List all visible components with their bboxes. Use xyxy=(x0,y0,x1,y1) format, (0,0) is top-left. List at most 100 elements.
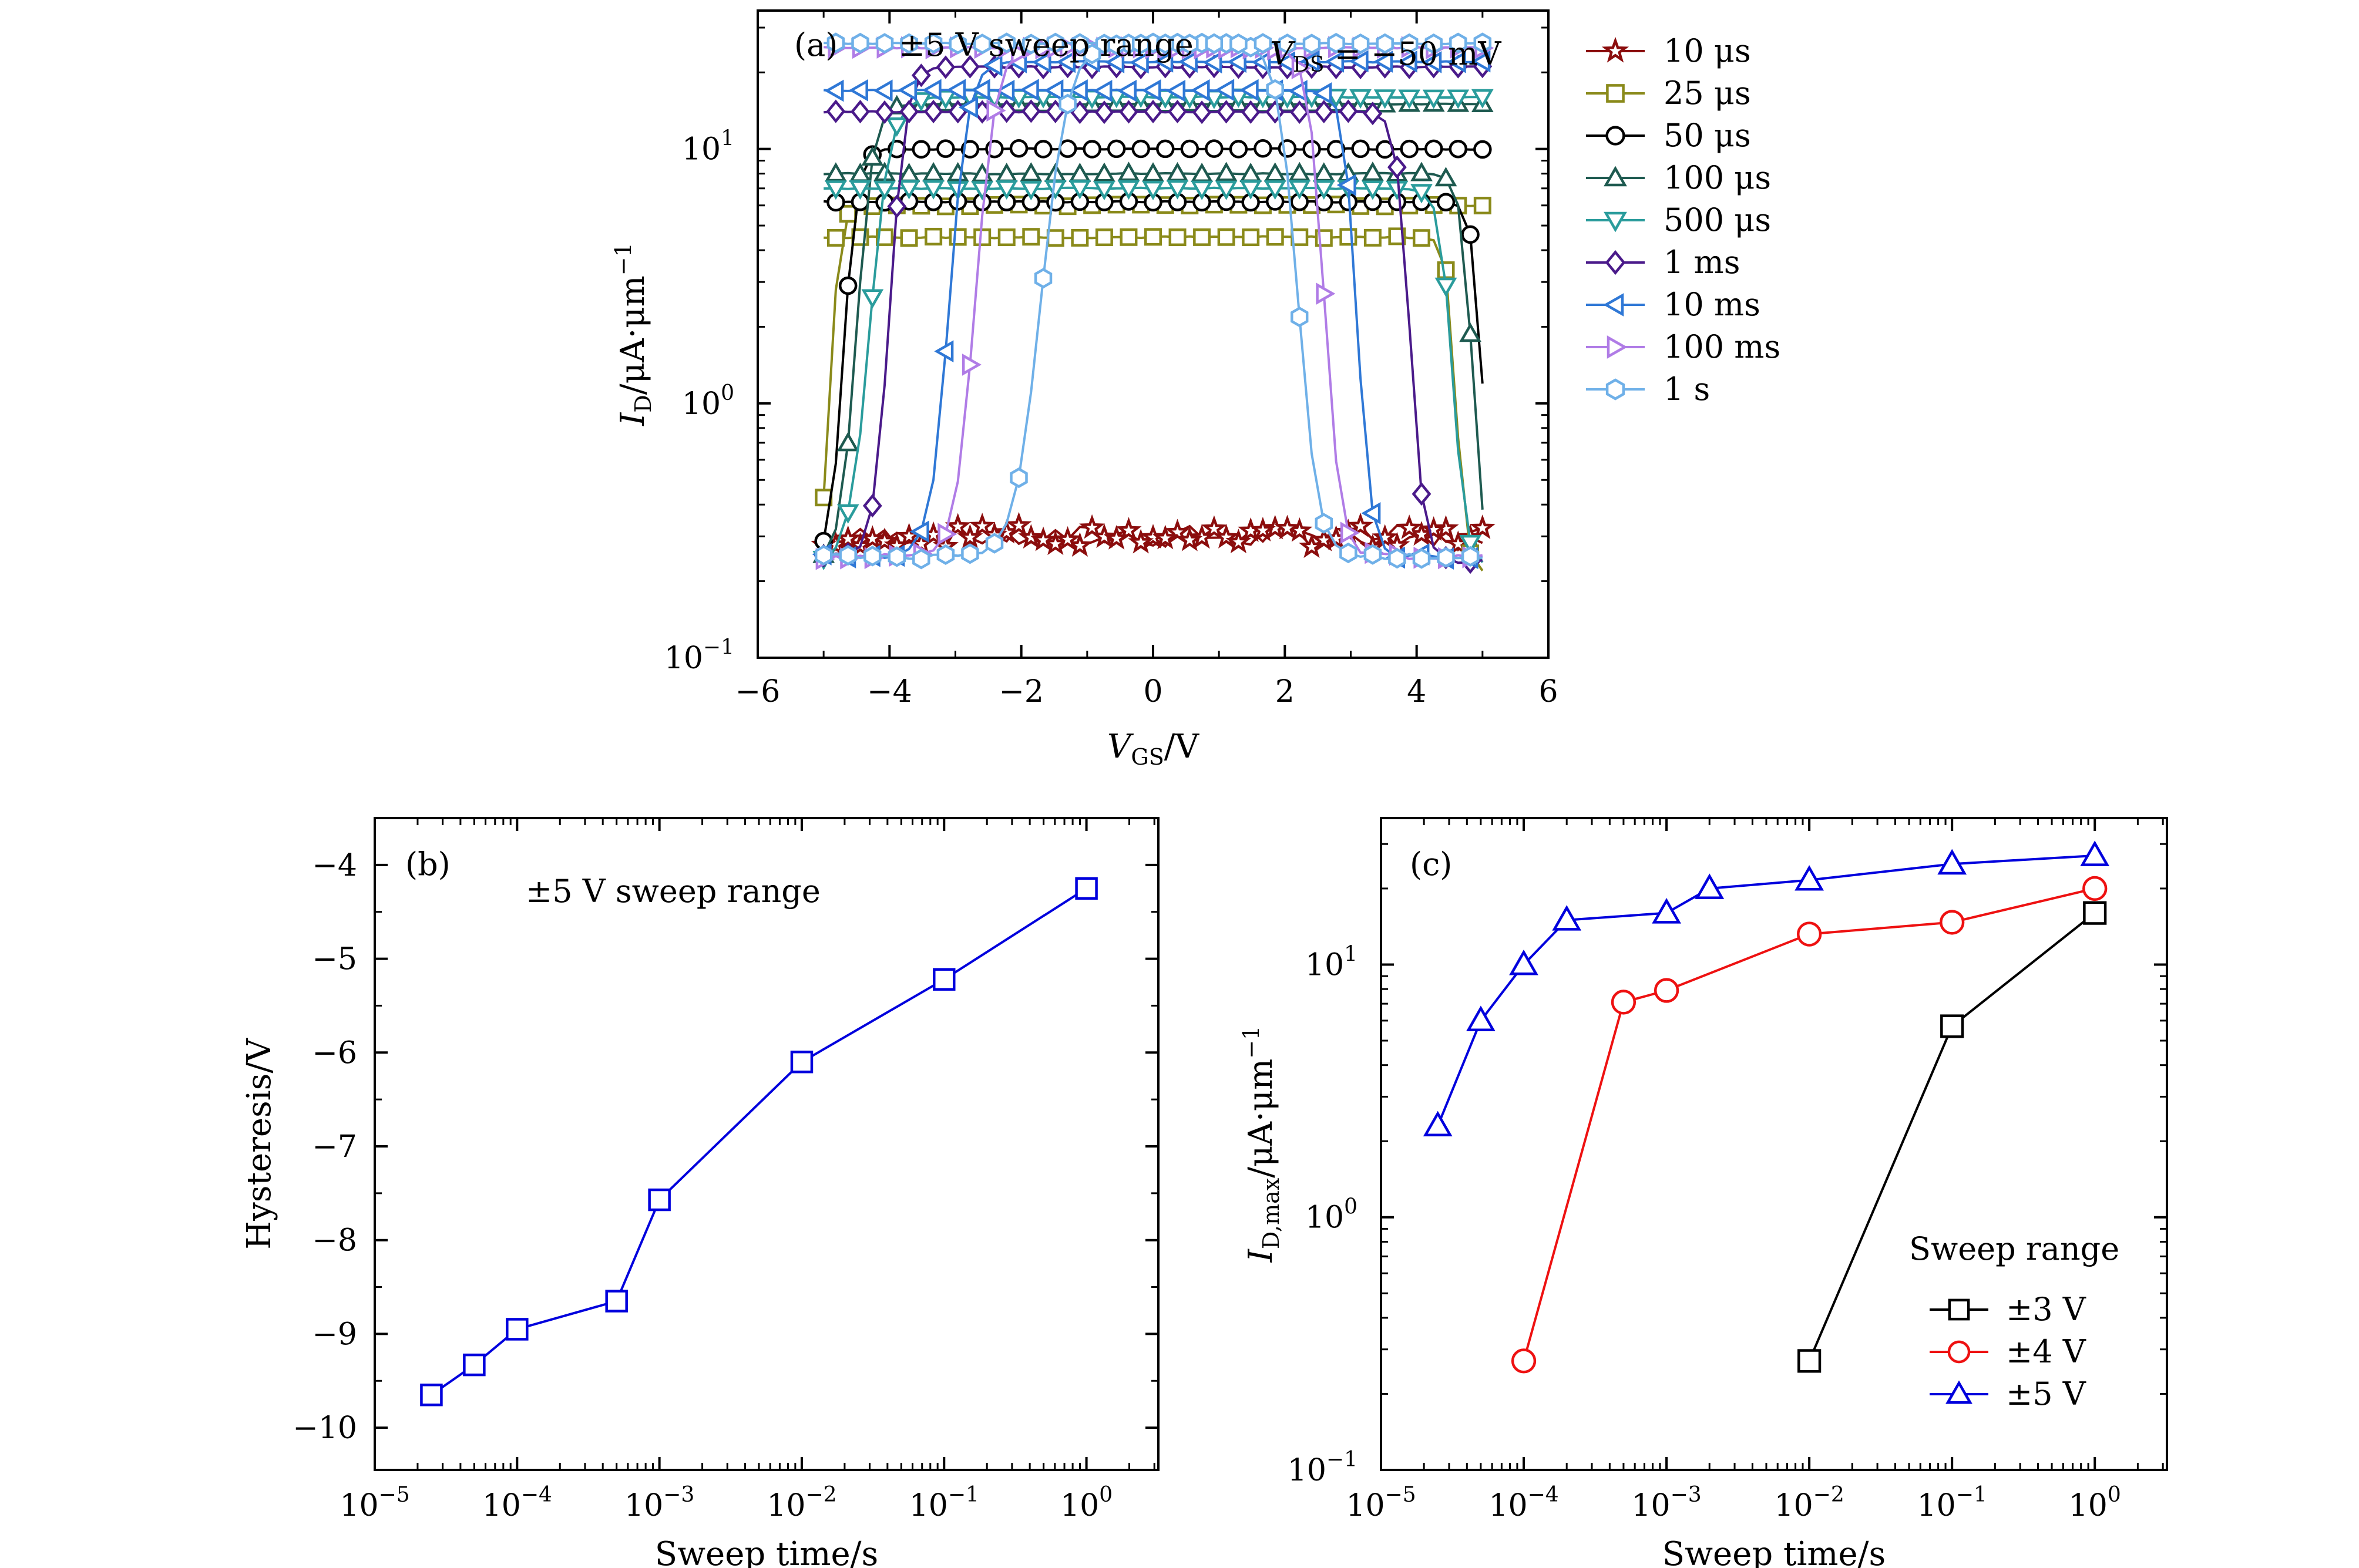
panel-c-series xyxy=(1423,840,2110,1374)
panel-b-label: (b) xyxy=(405,846,451,883)
a-series-0-point xyxy=(1152,524,1178,550)
a-series-1-point xyxy=(1095,228,1113,247)
a-series-6-point xyxy=(873,79,893,102)
a-series-6-point xyxy=(983,54,1003,77)
a-series-6-point xyxy=(1336,174,1356,196)
a-series-6-point xyxy=(1154,50,1174,73)
a-series-8-point xyxy=(1351,33,1370,55)
a-series-0-point xyxy=(1298,533,1325,558)
a-series-8-point xyxy=(1291,307,1309,328)
a-series-8-point xyxy=(1339,542,1357,564)
a-series-8-point xyxy=(1437,547,1455,568)
a-series-6-point xyxy=(909,520,929,543)
a-series-1-point xyxy=(949,228,967,246)
a-series-5-point xyxy=(1241,100,1261,124)
a-series-1-point xyxy=(1168,228,1187,247)
a-series-7-point xyxy=(937,523,957,546)
panel-c-label: (c) xyxy=(1410,846,1452,883)
panel-c-ticks xyxy=(1380,818,2167,1471)
a-legend-marker xyxy=(1605,378,1625,401)
a-legend-marker xyxy=(1607,335,1628,359)
a-series-4-point xyxy=(1068,180,1091,200)
a-series-1-point xyxy=(1412,229,1430,247)
c-series-point xyxy=(1611,990,1636,1015)
a-series-2-point xyxy=(912,140,931,159)
b-ytick-label: −5 xyxy=(312,942,357,977)
a-series-0-point xyxy=(1396,514,1423,539)
b-ytick-label: −8 xyxy=(312,1223,357,1259)
a-series-8-point xyxy=(1022,33,1040,55)
b-series-point xyxy=(463,1353,486,1377)
a-series-4-point xyxy=(1349,89,1372,109)
c-xtick-label-exp: −5 xyxy=(1385,1483,1416,1507)
panel-b-plot-frame xyxy=(374,817,1160,1471)
a-series-6-point xyxy=(1397,51,1417,73)
b-ytick-label: −6 xyxy=(312,1035,357,1071)
a-series-4-point xyxy=(873,180,896,200)
a-series-2-point xyxy=(1009,139,1029,158)
a-series-3-point xyxy=(1312,162,1335,182)
c-series-point xyxy=(1652,898,1681,924)
a-series-5-point xyxy=(1119,100,1138,124)
a-series-3-point xyxy=(1117,161,1140,181)
a-series-4-point xyxy=(1471,89,1494,109)
a-series-1-point xyxy=(1071,228,1089,247)
a-series-8-point xyxy=(1083,43,1101,65)
a-series-5-point xyxy=(1289,100,1309,125)
a-series-8-point xyxy=(1034,268,1053,289)
a-series-4-backward-line xyxy=(822,95,1483,560)
a-series-0-point xyxy=(1030,526,1057,551)
c-ytick-label-base: 10 xyxy=(1288,1453,1326,1488)
a-legend-marker xyxy=(1604,166,1627,187)
c-series-point xyxy=(1940,910,1965,935)
a-xtick-label: 4 xyxy=(1407,674,1426,709)
a-series-4-point xyxy=(1191,180,1213,200)
panel-b-x-axis-label: Sweep time/s xyxy=(655,1535,879,1568)
a-series-6-point xyxy=(934,340,954,363)
a-series-6-point xyxy=(1117,79,1137,102)
a-series-8-point xyxy=(1400,33,1419,54)
a-series-6-point xyxy=(1325,51,1345,73)
c-ytick-label-base: 10 xyxy=(1305,947,1344,982)
a-series-1-backward-line xyxy=(822,203,1483,498)
a-series-3-point xyxy=(1362,161,1384,181)
a-series-6-backward-line xyxy=(824,60,1483,559)
a-series-8-point xyxy=(1388,548,1406,569)
a-series-5-point xyxy=(887,194,907,218)
c-series-point xyxy=(2083,901,2107,925)
a-series-6-point xyxy=(1349,50,1369,73)
a-legend-label: 25 μs xyxy=(1664,75,1751,112)
a-series-8-point xyxy=(985,533,1004,554)
a-series-0-point xyxy=(1177,526,1203,551)
c-xtick-label: 10−3 xyxy=(1631,1483,1701,1523)
a-legend-marker xyxy=(1605,250,1626,275)
a-series-6-point xyxy=(824,79,844,102)
a-series-1-point xyxy=(973,228,992,246)
a-series-8-point xyxy=(1181,33,1199,55)
a-xtick-label: −6 xyxy=(735,674,781,709)
a-legend-label: 1 ms xyxy=(1664,244,1740,281)
c-ytick-label-exp: 1 xyxy=(1344,942,1357,966)
a-series-6-point xyxy=(1105,51,1125,73)
a-series-0-point xyxy=(1249,516,1276,541)
a-series-4-point xyxy=(995,180,1018,200)
panel-a-x-axis-label: VGS/V xyxy=(1107,728,1200,770)
a-series-6-point xyxy=(1141,79,1161,102)
a-series-2-point xyxy=(1156,139,1175,159)
a-series-8-point xyxy=(1302,33,1321,55)
a-series-0-point xyxy=(1372,524,1398,549)
a-series-4-point xyxy=(1362,180,1384,200)
a-series-8-point xyxy=(1131,33,1150,55)
a-series-2-point xyxy=(1400,139,1419,159)
a-ytick-label-exp: 1 xyxy=(721,127,734,151)
c-xtick-label-base: 10 xyxy=(1917,1488,1956,1523)
a-series-3-point xyxy=(922,161,945,181)
a-series-6-point xyxy=(1068,79,1088,102)
a-series-5-point xyxy=(1363,102,1383,126)
b-xtick-label-exp: −3 xyxy=(663,1483,694,1507)
a-xtick-label: 6 xyxy=(1538,674,1558,709)
a-series-6-point xyxy=(946,79,966,102)
a-series-2-point xyxy=(1436,193,1456,211)
